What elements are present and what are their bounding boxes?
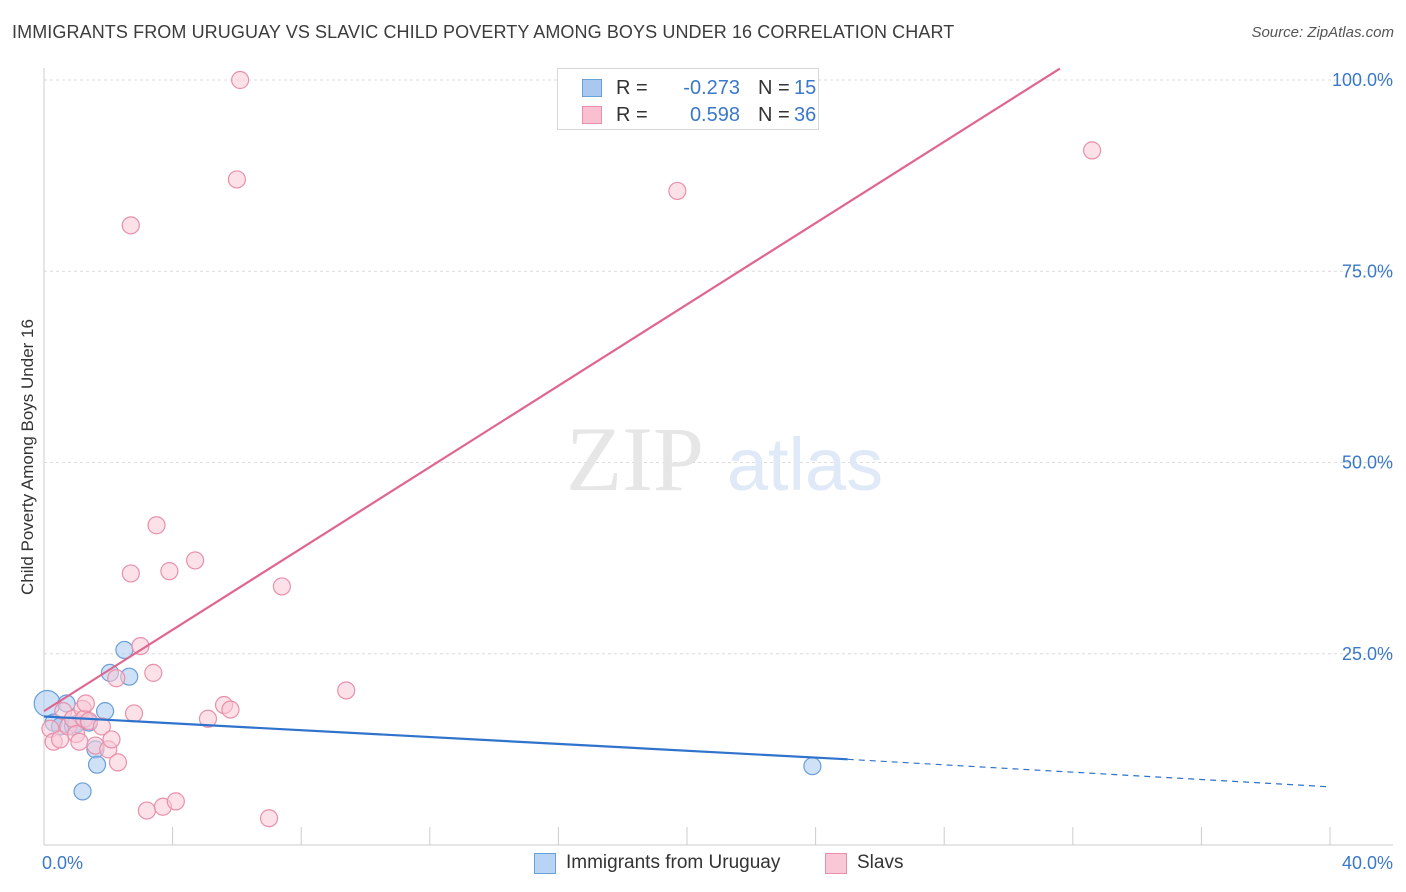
point-uruguay: [803, 757, 822, 776]
legend-r-label: R =: [616, 104, 648, 126]
legend-n-value: 15: [794, 77, 817, 99]
grid-lines: [44, 79, 1393, 655]
point-slavs: [76, 694, 95, 713]
bottom-legend-swatch-slavs: [825, 853, 847, 874]
legend-r-value: 0.598: [689, 104, 740, 126]
y-tick-label: 50.0%: [1342, 453, 1393, 473]
axes: [43, 68, 1393, 846]
point-slavs: [166, 792, 185, 811]
legend-r-value: -0.273: [683, 77, 740, 99]
point-slavs: [221, 700, 240, 719]
point-slavs: [50, 730, 70, 749]
x-tick-label: 0.0%: [42, 853, 83, 873]
point-uruguay: [95, 702, 115, 721]
trend-line-slavs: [43, 67, 1061, 713]
chart-title: IMMIGRANTS FROM URUGUAY VS SLAVIC CHILD …: [12, 22, 955, 42]
point-slavs: [259, 809, 279, 828]
y-axis-label: Child Poverty Among Boys Under 16: [18, 319, 37, 595]
point-slavs: [137, 801, 156, 820]
data-points: [33, 70, 1102, 828]
point-slavs: [231, 70, 250, 90]
watermark-atlas: atlas: [727, 423, 883, 506]
watermark: ZIP atlas: [566, 408, 883, 510]
trend-line-uruguay: [43, 715, 848, 761]
legend-n-label: N =: [758, 104, 790, 126]
point-slavs: [668, 181, 687, 201]
legend-r-label: R =: [616, 77, 648, 99]
y-tick-label: 100.0%: [1332, 70, 1393, 90]
x-tick-label: 40.0%: [1342, 853, 1393, 873]
point-slavs: [198, 709, 218, 728]
bottom-legend-label-slavs: Slavs: [857, 852, 904, 873]
point-slavs: [227, 170, 246, 189]
point-slavs: [1082, 141, 1102, 160]
trend-line-uruguay-extension: [847, 758, 1331, 788]
point-slavs: [121, 564, 140, 583]
legend-n-value: 36: [794, 104, 817, 126]
point-slavs: [147, 516, 166, 535]
point-slavs: [160, 562, 179, 581]
point-slavs: [337, 681, 356, 700]
trend-lines: [43, 67, 1331, 788]
point-slavs: [70, 732, 89, 751]
stats-legend: R = -0.273 N = 15 R = 0.598 N = 36: [557, 68, 819, 130]
y-tick-label: 75.0%: [1342, 261, 1393, 281]
tick-labels: 25.0% 50.0% 75.0% 100.0% 0.0% 40.0%: [42, 70, 1393, 873]
point-slavs: [107, 669, 126, 688]
bottom-legend-label-uruguay: Immigrants from Uruguay: [566, 852, 781, 873]
point-slavs: [92, 717, 111, 736]
point-slavs: [144, 663, 163, 682]
point-uruguay: [87, 755, 107, 774]
point-slavs: [121, 216, 140, 235]
point-slavs: [131, 636, 150, 656]
legend-swatch-uruguay: [582, 79, 602, 97]
point-slavs: [102, 730, 121, 749]
point-uruguay: [73, 782, 92, 801]
watermark-zip: ZIP: [566, 408, 704, 510]
legend-swatch-slavs: [582, 106, 602, 124]
point-slavs: [124, 704, 144, 723]
y-tick-label: 25.0%: [1342, 644, 1393, 664]
point-slavs: [108, 753, 128, 772]
source-credit: Source: ZipAtlas.com: [1251, 24, 1394, 41]
point-slavs: [272, 577, 292, 596]
point-slavs: [186, 551, 205, 570]
bottom-legend-swatch-uruguay: [534, 853, 556, 874]
legend-n-label: N =: [758, 77, 790, 99]
